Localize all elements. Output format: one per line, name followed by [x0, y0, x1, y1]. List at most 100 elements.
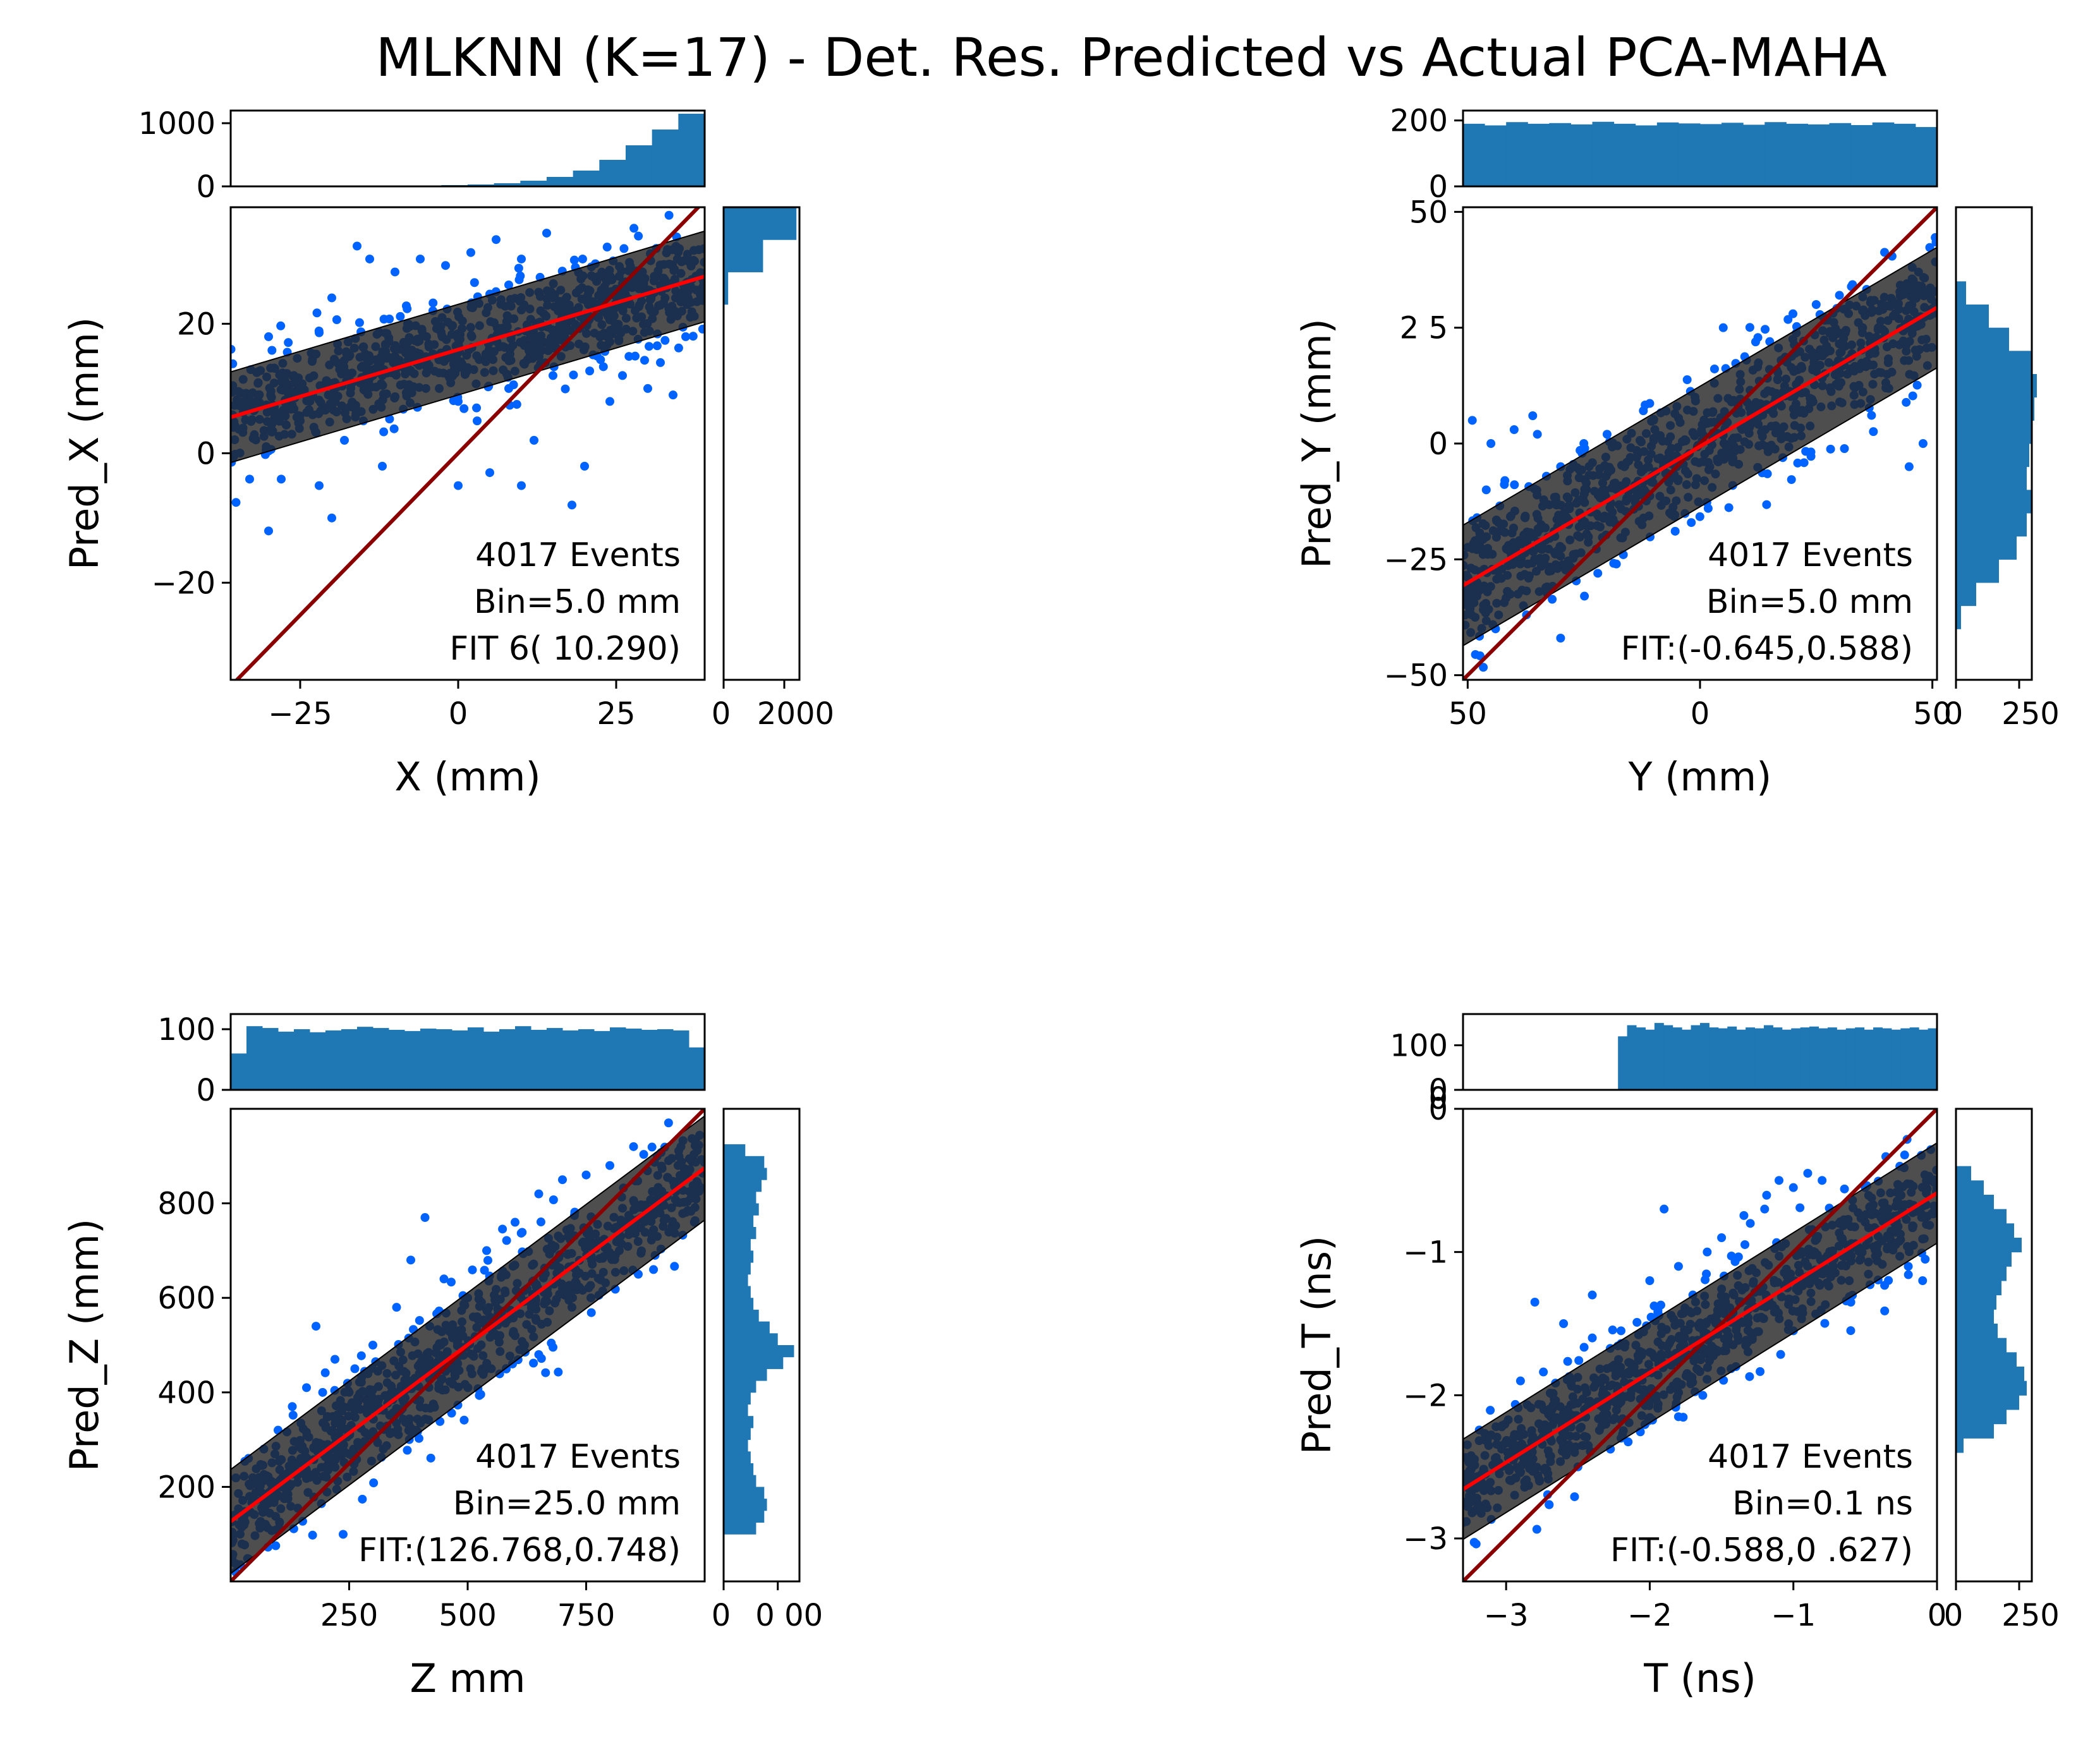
scatter-point: [1602, 430, 1612, 439]
scatter-point: [1612, 559, 1621, 569]
scatter-point: [634, 231, 643, 241]
scatter-point: [396, 311, 405, 321]
scatter-point: [446, 1278, 456, 1287]
scatter-point: [1556, 634, 1565, 643]
histy-bar: [1956, 1410, 2007, 1425]
y-tick-label: −20: [152, 565, 216, 601]
scatter-point: [698, 324, 705, 334]
histx-bar: [520, 181, 547, 186]
scatter-point: [379, 427, 389, 437]
scatter-point: [231, 344, 236, 354]
scatter-point: [516, 271, 525, 281]
histx-bar: [1845, 1028, 1855, 1090]
y-tick-label: 200: [157, 1470, 216, 1505]
histx-bar: [389, 1029, 405, 1090]
scatter-point: [558, 1175, 567, 1185]
histy-bar: [724, 1522, 756, 1535]
scatter-point: [502, 1236, 511, 1245]
histx-bar: [494, 183, 521, 186]
histx-bar: [1527, 123, 1550, 186]
histy-bar: [1956, 1352, 2017, 1367]
scatter-point: [1776, 1350, 1785, 1359]
histy-tick-label: 0: [712, 1598, 731, 1633]
scatter-point: [1632, 1317, 1642, 1327]
scatter-point: [1795, 1203, 1805, 1212]
scatter-point: [1563, 1356, 1572, 1366]
histy-bar: [1956, 583, 1976, 607]
fit-line: [231, 274, 705, 420]
annotation-line: Bin=25.0 mm: [453, 1485, 681, 1523]
histx-bar: [1722, 123, 1744, 186]
histy-bar: [1956, 1166, 1971, 1181]
histx-bar: [1672, 1027, 1682, 1090]
scatter-point: [1710, 364, 1719, 373]
scatter-point: [288, 1402, 297, 1411]
x-tick-label: 0: [1928, 1598, 1947, 1633]
scatter-point: [1645, 1276, 1655, 1285]
annotation-line: Bin=5.0 mm: [1706, 583, 1913, 621]
scatter-point: [1617, 1326, 1625, 1336]
plot-area: [231, 207, 705, 680]
x-tick-label: 50: [1913, 696, 1952, 732]
scatter-point: [1698, 1391, 1708, 1400]
histx-bar: [1463, 123, 1485, 186]
identity-line: [1463, 1109, 1937, 1581]
histx-bar: [1791, 1028, 1801, 1090]
scatter-point: [629, 1142, 638, 1151]
histy-bar: [1956, 1238, 2022, 1253]
scatter-point: [468, 1265, 477, 1274]
histy-bar: [724, 1499, 767, 1511]
scatter-point: [271, 1541, 281, 1550]
histx-bar: [573, 171, 600, 186]
histy-bar: [724, 1250, 754, 1263]
histy-bar: [1956, 420, 2032, 444]
scatter-point: [1695, 512, 1704, 521]
histy-bar: [1956, 513, 2027, 537]
histy-bar: [1956, 397, 2034, 421]
scatter-point: [492, 235, 501, 245]
histy-bar: [1956, 490, 2032, 514]
scatter-point: [264, 526, 273, 536]
histx-bar: [547, 177, 574, 186]
scatter-point: [1579, 439, 1589, 448]
histx-bar: [673, 1030, 689, 1090]
scatter-point: [1762, 1190, 1771, 1200]
scatter-point: [277, 474, 286, 484]
histx-bar: [1709, 1027, 1719, 1090]
y-tick-label: 800: [157, 1187, 216, 1222]
scatter-point: [1904, 1270, 1913, 1279]
histx-bar: [1656, 122, 1679, 186]
histy-bar: [1956, 1252, 2012, 1267]
histx-bar: [1800, 1027, 1810, 1090]
histx-tick-label: 200: [1390, 104, 1448, 139]
scatter-point: [605, 1161, 614, 1170]
scatter-point: [1486, 439, 1496, 448]
scatter-point: [1756, 1367, 1765, 1376]
histy-bar: [724, 1356, 784, 1369]
scatter-point: [1624, 1437, 1633, 1447]
scatter-point: [1703, 1247, 1712, 1257]
scatter-point: [428, 298, 438, 308]
scatter-point: [302, 1383, 311, 1392]
histy-bar: [724, 1215, 754, 1228]
histy-bar: [1956, 444, 2029, 468]
scatter-point: [439, 1274, 449, 1284]
histx-bar: [404, 1030, 421, 1090]
histx-tick-label: 0: [1428, 1081, 1448, 1116]
histy-bar: [1956, 1281, 2001, 1296]
scatter-point: [1515, 1376, 1525, 1386]
histx-bar: [1764, 122, 1787, 186]
scatter-point: [267, 346, 277, 355]
histx-bar: [436, 1029, 452, 1090]
histx-bar: [1700, 124, 1722, 186]
annotation-line: FIT:(-0.588,0 .627): [1610, 1531, 1913, 1569]
scatter-point: [585, 366, 595, 376]
histx-bar: [689, 1047, 705, 1090]
scatter-point: [389, 424, 399, 433]
histy-bar: [724, 1274, 748, 1286]
histy-bar: [724, 1227, 756, 1240]
annotation-line: FIT:(126.768,0.748): [358, 1531, 681, 1569]
histy-bar: [1956, 1223, 2014, 1238]
annotation-line: Bin=0.1 ns: [1732, 1485, 1913, 1523]
